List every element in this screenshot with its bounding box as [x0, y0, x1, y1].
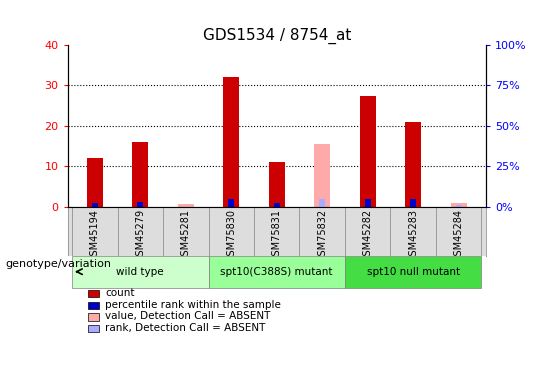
Bar — [319, 200, 326, 207]
Text: GSM45283: GSM45283 — [408, 209, 418, 262]
Text: GSM45279: GSM45279 — [136, 209, 145, 262]
Text: spt10 null mutant: spt10 null mutant — [367, 267, 460, 277]
Bar — [456, 205, 462, 207]
Text: rank, Detection Call = ABSENT: rank, Detection Call = ABSENT — [105, 323, 266, 333]
Bar — [92, 204, 98, 207]
Bar — [405, 122, 421, 207]
Text: GSM75831: GSM75831 — [272, 209, 282, 262]
Bar — [314, 144, 330, 207]
Bar — [132, 142, 149, 207]
Bar — [269, 162, 285, 207]
Bar — [89, 302, 99, 309]
Bar — [360, 96, 376, 207]
Bar — [208, 256, 345, 288]
Bar — [137, 202, 144, 207]
Bar — [228, 199, 234, 207]
Bar — [89, 325, 99, 332]
Text: GSM45284: GSM45284 — [454, 209, 464, 262]
Bar — [410, 199, 416, 207]
Bar — [87, 158, 103, 207]
Text: spt10(C388S) mutant: spt10(C388S) mutant — [220, 267, 333, 277]
Bar — [224, 77, 239, 207]
Title: GDS1534 / 8754_at: GDS1534 / 8754_at — [202, 27, 351, 44]
Text: wild type: wild type — [117, 267, 164, 277]
Bar — [345, 256, 482, 288]
Bar — [274, 202, 280, 207]
Text: percentile rank within the sample: percentile rank within the sample — [105, 300, 281, 310]
Text: GSM75830: GSM75830 — [226, 209, 237, 262]
Bar — [72, 256, 208, 288]
Bar — [89, 290, 99, 297]
Text: value, Detection Call = ABSENT: value, Detection Call = ABSENT — [105, 311, 271, 321]
Text: GSM45194: GSM45194 — [90, 209, 100, 262]
Text: genotype/variation: genotype/variation — [5, 260, 111, 269]
Bar — [364, 199, 371, 207]
Text: count: count — [105, 288, 134, 298]
Bar — [451, 203, 467, 207]
Bar — [178, 204, 194, 207]
Text: GSM75832: GSM75832 — [317, 209, 327, 262]
Bar — [89, 313, 99, 321]
Text: GSM45282: GSM45282 — [363, 209, 373, 262]
Text: GSM45281: GSM45281 — [181, 209, 191, 262]
